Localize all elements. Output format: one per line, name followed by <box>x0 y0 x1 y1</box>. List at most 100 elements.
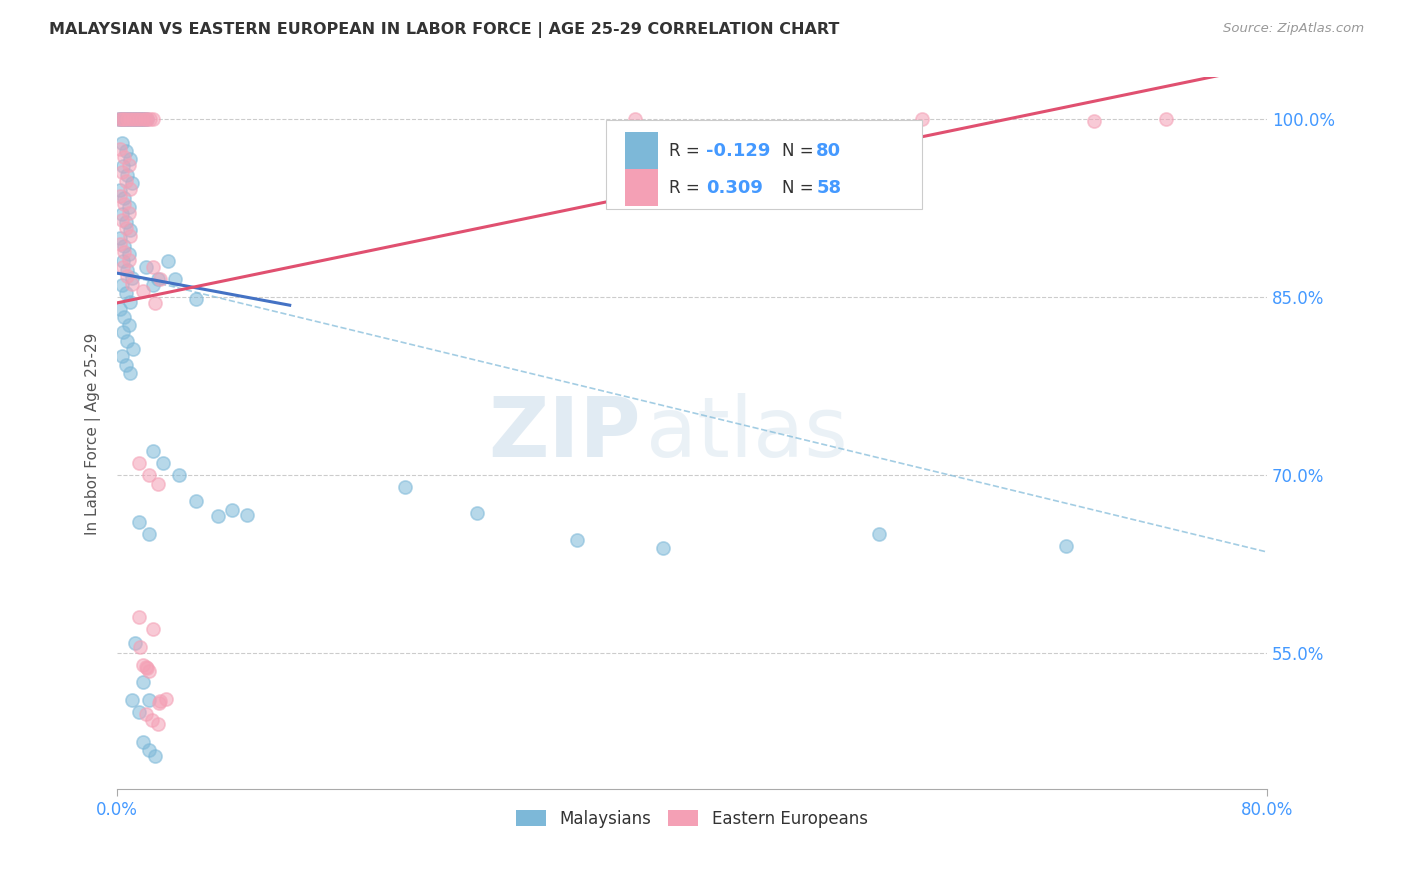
Point <box>139 112 162 126</box>
Text: 58: 58 <box>817 178 841 196</box>
Point <box>124 636 146 650</box>
Point <box>110 165 132 179</box>
Point <box>128 705 150 719</box>
Text: R =: R = <box>669 142 704 160</box>
Point <box>143 296 166 310</box>
Point <box>128 610 150 624</box>
Point <box>136 112 159 126</box>
Point <box>118 200 141 214</box>
Point <box>110 112 132 126</box>
Point <box>114 239 136 253</box>
Point <box>148 696 170 710</box>
Point <box>128 516 150 530</box>
Point <box>149 694 172 708</box>
Text: MALAYSIAN VS EASTERN EUROPEAN IN LABOR FORCE | AGE 25-29 CORRELATION CHART: MALAYSIAN VS EASTERN EUROPEAN IN LABOR F… <box>49 22 839 38</box>
Point <box>142 622 165 636</box>
Point <box>111 326 134 340</box>
Point <box>122 342 145 356</box>
Point <box>128 112 150 126</box>
Text: N =: N = <box>782 142 818 160</box>
Point <box>134 112 156 126</box>
Point <box>128 112 150 126</box>
Text: Source: ZipAtlas.com: Source: ZipAtlas.com <box>1223 22 1364 36</box>
Point <box>110 212 132 227</box>
Point <box>149 272 172 286</box>
Point <box>135 660 157 674</box>
Point <box>138 467 160 482</box>
Point <box>107 112 129 126</box>
Point <box>132 284 155 298</box>
Point <box>118 253 141 268</box>
Text: R =: R = <box>669 178 704 196</box>
Point <box>623 112 645 126</box>
Point <box>107 112 129 126</box>
Point <box>110 207 132 221</box>
Point <box>129 112 152 126</box>
Point <box>120 153 142 167</box>
Point <box>110 278 132 293</box>
Point <box>652 541 675 556</box>
Point <box>108 189 131 203</box>
Point <box>115 174 138 188</box>
Point <box>565 533 588 547</box>
Point <box>117 262 139 277</box>
Text: -0.129: -0.129 <box>706 142 770 160</box>
Point <box>108 183 131 197</box>
Point <box>121 271 143 285</box>
Point <box>138 664 160 678</box>
Point <box>117 334 139 348</box>
Point <box>114 310 136 324</box>
Point <box>117 112 139 126</box>
Point <box>142 112 165 126</box>
Point <box>124 112 146 126</box>
Point <box>120 112 142 126</box>
Point <box>120 366 142 380</box>
Point <box>120 182 142 196</box>
Point <box>118 112 141 126</box>
Point <box>115 215 138 229</box>
Point <box>121 112 143 126</box>
Point <box>111 112 134 126</box>
Point <box>114 244 136 259</box>
Point <box>120 112 142 126</box>
Point <box>465 506 488 520</box>
Point <box>394 480 416 494</box>
Point <box>142 278 165 293</box>
Point <box>118 158 141 172</box>
Point <box>235 508 257 523</box>
Point <box>132 675 155 690</box>
Point <box>142 260 165 275</box>
Point <box>142 444 165 458</box>
Point <box>135 260 157 275</box>
Point <box>118 205 141 219</box>
FancyBboxPatch shape <box>626 132 658 169</box>
Point <box>120 294 142 309</box>
Point <box>134 112 156 126</box>
Point <box>141 714 163 728</box>
Point <box>138 693 160 707</box>
Point <box>122 112 145 126</box>
Point <box>155 692 177 706</box>
Point <box>125 112 148 126</box>
Point <box>186 293 208 307</box>
Point <box>118 247 141 261</box>
Point <box>1083 114 1105 128</box>
Point <box>146 717 169 731</box>
FancyBboxPatch shape <box>626 169 658 206</box>
Point <box>115 286 138 301</box>
Point <box>111 160 134 174</box>
Point <box>868 527 890 541</box>
Point <box>110 136 132 150</box>
Point <box>135 707 157 722</box>
Text: ZIP: ZIP <box>488 392 640 474</box>
Point <box>127 112 149 126</box>
Text: atlas: atlas <box>647 392 848 474</box>
Point <box>221 503 243 517</box>
Text: 80: 80 <box>817 142 841 160</box>
Point <box>128 456 150 470</box>
Point <box>132 735 155 749</box>
Point <box>114 197 136 211</box>
Point <box>167 467 190 482</box>
Point <box>108 142 131 156</box>
Point <box>163 272 186 286</box>
